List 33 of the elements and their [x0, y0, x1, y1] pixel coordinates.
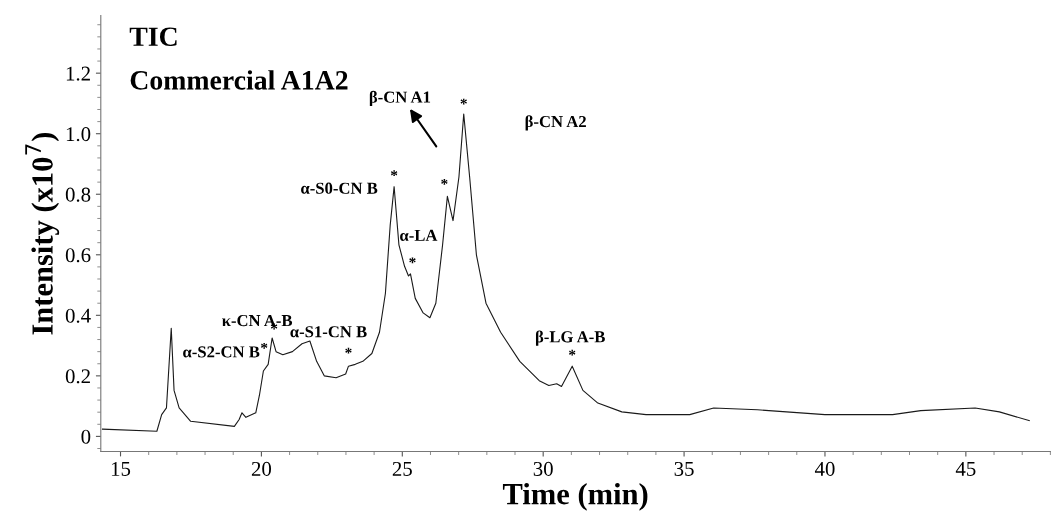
annotation: α-S1-CN B: [290, 326, 367, 338]
annotation: β-CN A1: [369, 90, 431, 107]
y-axis-title: Intensity (x10$^{7}$): [25, 132, 60, 335]
annotation: α-S0-CN B: [301, 182, 378, 194]
line-series: [101, 113, 1030, 432]
annotation: β-CN A2: [525, 115, 586, 131]
x-tick-label: 20: [251, 461, 272, 476]
chart-title: TIC: [129, 27, 177, 47]
y-tick-label: 0.6: [65, 248, 91, 263]
x-tick-label: 30: [533, 461, 553, 476]
y-tick-label: 0.8: [65, 187, 91, 202]
y-tick-label: 0.2: [65, 369, 90, 384]
annotation: α-LA: [400, 229, 438, 242]
annotation: *: [345, 347, 352, 354]
annotation: *: [390, 170, 398, 177]
annotation: *: [441, 178, 448, 185]
x-tick-label: 40: [814, 461, 835, 476]
annotation: β-LG A-B: [535, 330, 605, 346]
text: Commercial A1A2: [130, 70, 348, 90]
annotation: *: [260, 342, 268, 349]
x-tick-label: 35: [674, 461, 694, 476]
y-tick-label: 1.2: [66, 66, 90, 81]
x-tick-label: 25: [392, 461, 412, 476]
y-tick-label: 0: [81, 429, 91, 444]
x-axis-title: Time (min): [502, 482, 648, 511]
x-tick-label: 15: [111, 461, 131, 476]
annotation: *: [460, 98, 467, 105]
annotation: *: [569, 349, 576, 356]
annotation: α-S2-CN B: [183, 346, 260, 358]
y-tick-label: 0.4: [65, 308, 91, 323]
y-tick-label: 1.0: [66, 127, 91, 142]
x-tick-label: 45: [955, 461, 976, 476]
annotation: *: [409, 257, 416, 264]
